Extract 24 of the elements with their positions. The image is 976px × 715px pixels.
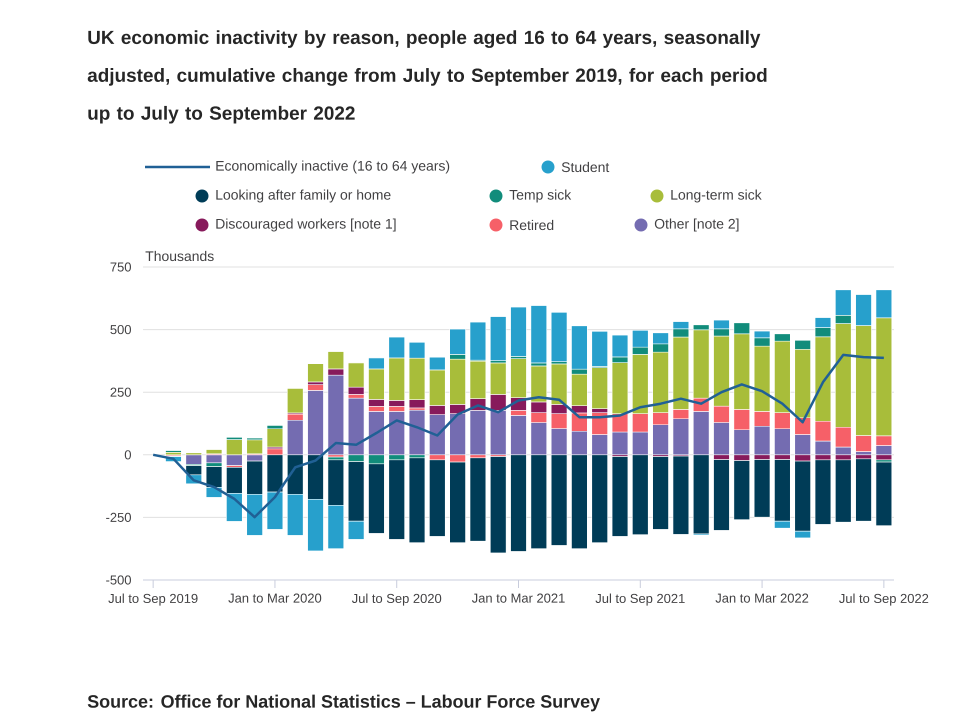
x-tick-label: Jul to Sep 2019 <box>108 594 198 606</box>
legend-label: Student <box>562 162 610 172</box>
legend-label: Other [note 2] <box>654 218 738 232</box>
y-tick-label: 500 <box>110 325 131 334</box>
x-tick-label: Jan to Mar 2020 <box>228 594 322 603</box>
source-note: Source: Office for National Statistics – Labour Force Survey <box>88 694 600 712</box>
x-tick-label: Jan to Mar 2022 <box>715 594 808 603</box>
x-tick-label: Jul to Sep 2021 <box>595 594 685 606</box>
legend-label: Temp sick <box>510 189 572 202</box>
x-tick-label: Jan to Mar 2021 <box>472 594 565 603</box>
y-tick-label: 750 <box>110 262 131 272</box>
x-tick-label: Jul to Sep 2020 <box>352 594 442 606</box>
x-tick-label: Jul to Sep 2022 <box>839 594 928 606</box>
y-tick-label: 250 <box>110 388 131 397</box>
y-tick-label: -250 <box>106 512 131 522</box>
chart-title: UK economic inactivity by reason, people aged 16 to 64 years, seasonally adjusted, cumulative change from July to September 2019, for each period up to July to September 2022 <box>88 30 766 124</box>
y-tick-label: -500 <box>106 575 131 585</box>
legend-label: Retired <box>510 220 554 230</box>
legend-label: Discouraged workers [note 1] <box>216 218 396 232</box>
legend-label: Looking after family or home <box>216 189 391 202</box>
y-axis-title: Thousands <box>146 250 214 262</box>
y-tick-label: 0 <box>124 450 131 460</box>
legend-label: Economically inactive (16 to 64 years) <box>216 160 450 174</box>
legend-label: Long-term sick <box>671 189 762 202</box>
